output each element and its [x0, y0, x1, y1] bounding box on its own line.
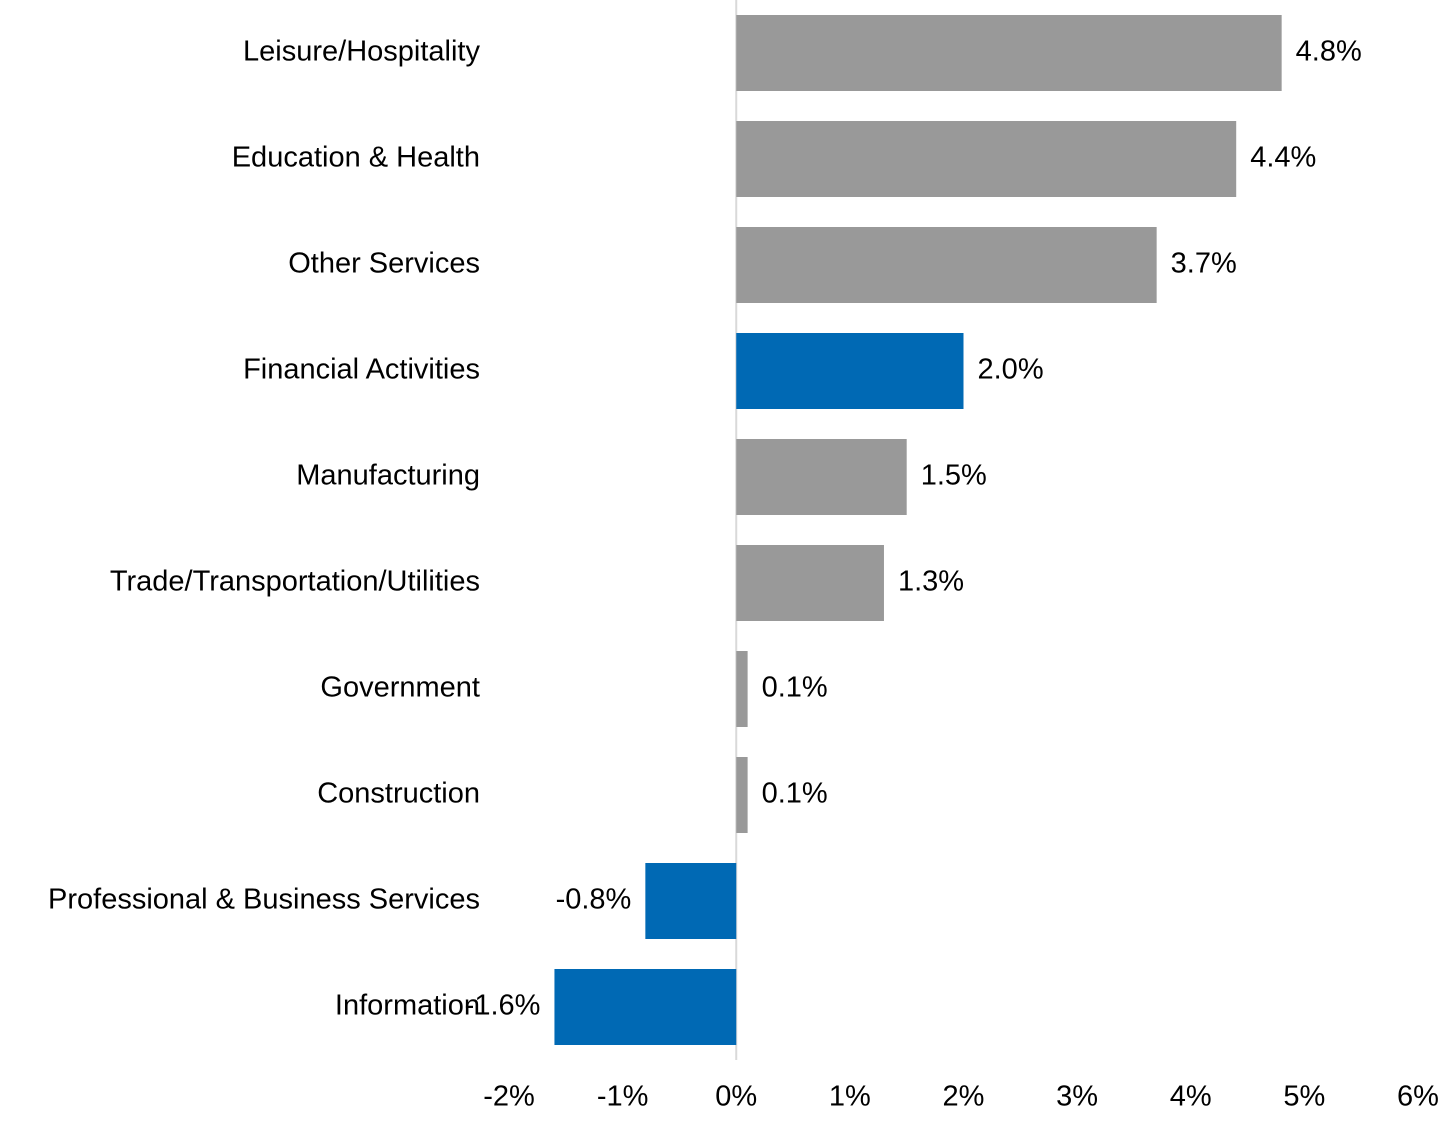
- bar: [736, 757, 748, 833]
- category-label: Government: [320, 672, 480, 704]
- value-label: 4.8%: [1296, 36, 1362, 68]
- bar: [736, 15, 1282, 91]
- value-label: 1.5%: [921, 460, 987, 492]
- value-label: 0.1%: [762, 778, 828, 810]
- x-tick-label: 5%: [1283, 1081, 1325, 1113]
- value-label: 2.0%: [978, 354, 1044, 386]
- category-label: Construction: [317, 778, 480, 810]
- category-label: Information: [335, 990, 480, 1022]
- bar: [736, 545, 884, 621]
- x-tick-label: -2%: [483, 1081, 535, 1113]
- bar: [736, 651, 748, 727]
- value-label: 0.1%: [762, 672, 828, 704]
- x-tick-label: 0%: [715, 1081, 757, 1113]
- x-tick-label: -1%: [597, 1081, 649, 1113]
- bar: [736, 439, 907, 515]
- value-label: -1.6%: [465, 990, 541, 1022]
- value-label: 3.7%: [1171, 248, 1237, 280]
- x-tick-label: 3%: [1056, 1081, 1098, 1113]
- category-label: Other Services: [288, 248, 480, 280]
- x-tick-label: 6%: [1397, 1081, 1439, 1113]
- category-label: Professional & Business Services: [48, 884, 480, 916]
- value-label: -0.8%: [556, 884, 632, 916]
- category-label: Trade/Transportation/Utilities: [110, 566, 480, 598]
- value-label: 4.4%: [1250, 142, 1316, 174]
- category-label: Financial Activities: [243, 354, 480, 386]
- category-label: Leisure/Hospitality: [243, 36, 480, 68]
- bar: [736, 227, 1157, 303]
- bar: [736, 121, 1237, 197]
- x-tick-label: 2%: [943, 1081, 985, 1113]
- x-tick-label: 4%: [1170, 1081, 1212, 1113]
- category-label: Manufacturing: [296, 460, 480, 492]
- bar: [554, 969, 737, 1045]
- bar: [645, 863, 737, 939]
- bar: [736, 333, 964, 409]
- category-label: Education & Health: [232, 142, 480, 174]
- value-label: 1.3%: [898, 566, 964, 598]
- x-tick-label: 1%: [829, 1081, 871, 1113]
